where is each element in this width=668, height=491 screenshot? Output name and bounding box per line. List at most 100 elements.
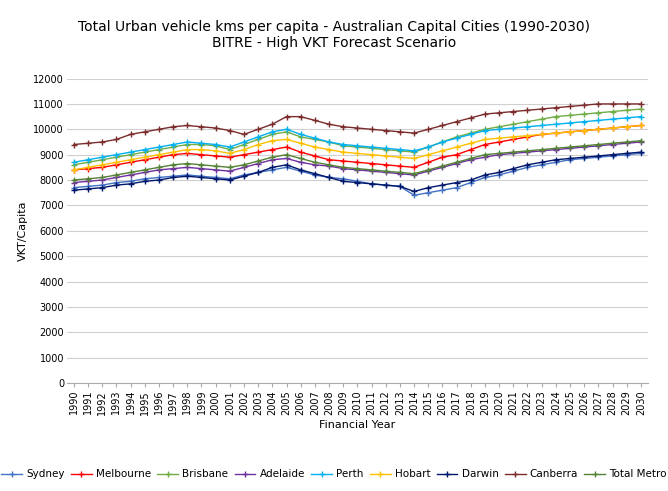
Sydney (240, 172, 248, 178)
Sydney (169, 173, 177, 179)
Sydney (509, 168, 517, 174)
Darwin (538, 160, 546, 165)
Hobart (538, 132, 546, 137)
Canberra (453, 119, 461, 125)
Darwin (212, 176, 220, 182)
Line: Adelaide: Adelaide (71, 139, 644, 185)
Perth (297, 132, 305, 137)
Canberra (311, 117, 319, 123)
Hobart (552, 130, 560, 136)
Canberra (552, 105, 560, 110)
Adelaide (580, 144, 589, 150)
Brisbane (141, 149, 149, 155)
Total Metro (283, 152, 291, 158)
Darwin (438, 182, 446, 188)
Total Metro (212, 163, 220, 169)
Perth (580, 119, 589, 125)
Sydney (226, 176, 234, 182)
Perth (126, 149, 134, 155)
Sydney (552, 160, 560, 165)
Canberra (367, 126, 375, 132)
Perth (283, 126, 291, 132)
Melbourne (524, 134, 532, 140)
Perth (226, 144, 234, 150)
Perth (169, 141, 177, 147)
Adelaide (141, 169, 149, 175)
Melbourne (325, 157, 333, 163)
Adelaide (70, 180, 78, 186)
Total Metro (509, 149, 517, 155)
Adelaide (623, 140, 631, 146)
Brisbane (126, 152, 134, 158)
Darwin (112, 182, 120, 188)
Hobart (609, 125, 617, 131)
Perth (623, 115, 631, 121)
Hobart (353, 150, 361, 156)
Darwin (396, 184, 404, 190)
Darwin (339, 178, 347, 184)
Perth (269, 129, 277, 135)
Darwin (70, 187, 78, 193)
Canberra (269, 121, 277, 127)
Perth (212, 141, 220, 147)
Brisbane (566, 112, 574, 118)
Perth (112, 152, 120, 158)
Total Metro (98, 175, 106, 181)
Hobart (70, 167, 78, 173)
Melbourne (353, 160, 361, 165)
Total Metro (269, 154, 277, 160)
Darwin (126, 181, 134, 187)
Adelaide (438, 164, 446, 170)
Canberra (438, 123, 446, 129)
Darwin (566, 156, 574, 162)
Adelaide (297, 160, 305, 165)
Hobart (509, 134, 517, 140)
Canberra (169, 124, 177, 130)
Melbourne (566, 129, 574, 135)
Brisbane (283, 129, 291, 135)
Canberra (595, 101, 603, 107)
Brisbane (339, 143, 347, 149)
Sydney (524, 164, 532, 170)
Sydney (98, 182, 106, 188)
Total Metro (353, 165, 361, 171)
Total Metro (112, 172, 120, 178)
Sydney (254, 169, 262, 175)
Hobart (141, 154, 149, 160)
Canberra (297, 114, 305, 120)
Line: Total Metro: Total Metro (71, 138, 644, 183)
Canberra (481, 111, 489, 117)
Sydney (623, 152, 631, 158)
Adelaide (169, 165, 177, 171)
Canberra (410, 130, 418, 136)
Perth (566, 120, 574, 126)
Adelaide (283, 156, 291, 162)
Sydney (396, 184, 404, 190)
Perth (396, 147, 404, 153)
Melbourne (283, 144, 291, 150)
Sydney (269, 167, 277, 173)
Brisbane (538, 116, 546, 122)
Brisbane (495, 124, 503, 130)
Melbourne (580, 128, 589, 134)
Hobart (183, 147, 191, 153)
Canberra (495, 110, 503, 116)
Canberra (609, 101, 617, 107)
Total Metro (198, 162, 206, 168)
Darwin (98, 185, 106, 191)
Total Metro (396, 169, 404, 175)
Sydney (112, 180, 120, 186)
Darwin (481, 172, 489, 178)
Perth (538, 123, 546, 129)
Melbourne (269, 147, 277, 153)
Darwin (269, 164, 277, 170)
Adelaide (183, 164, 191, 170)
Adelaide (495, 152, 503, 158)
Melbourne (198, 152, 206, 158)
Perth (467, 132, 475, 137)
Melbourne (126, 160, 134, 165)
Sydney (609, 153, 617, 159)
Hobart (467, 140, 475, 146)
Hobart (325, 147, 333, 153)
Brisbane (254, 136, 262, 142)
